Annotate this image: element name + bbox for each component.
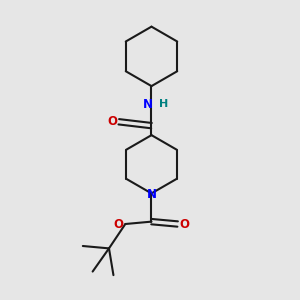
Text: N: N	[146, 188, 157, 201]
Text: O: O	[114, 218, 124, 230]
Text: O: O	[179, 218, 189, 230]
Text: H: H	[159, 99, 169, 109]
Text: N: N	[143, 98, 153, 111]
Text: O: O	[107, 115, 117, 128]
